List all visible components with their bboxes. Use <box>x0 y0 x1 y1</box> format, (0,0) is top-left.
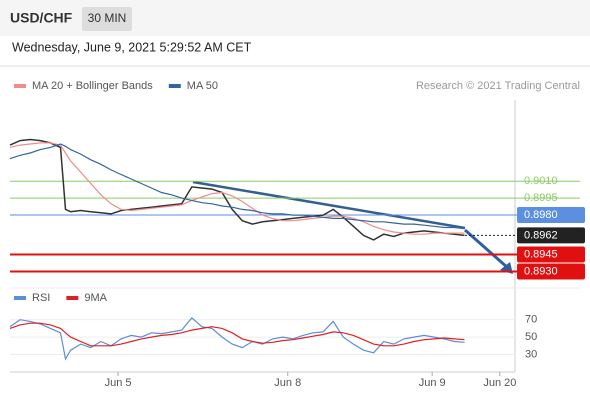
x-tick-label: Jun 20 <box>483 377 516 389</box>
legend-swatch <box>66 296 79 300</box>
interval[interactable]: 30 MIN <box>88 11 127 25</box>
level-box <box>517 227 585 244</box>
x-tick-label: Jun 8 <box>274 377 301 389</box>
legend-label: RSI <box>32 292 50 304</box>
series-line <box>9 138 465 241</box>
level-label: 0.8962 <box>524 229 558 241</box>
legend-swatch <box>14 296 26 300</box>
level-box <box>517 263 585 280</box>
series-line <box>9 142 465 235</box>
series-line <box>9 317 465 361</box>
x-tick-label: Jun 5 <box>105 377 132 389</box>
source: Research © 2021 Trading Central <box>416 80 580 92</box>
legend-label: 9MA <box>84 292 107 304</box>
legend-label: MA 20 + Bollinger Bands <box>32 80 153 92</box>
forecast-arrow <box>464 228 509 270</box>
series-line <box>9 322 465 347</box>
level-box <box>517 207 585 224</box>
level-label: 0.8995 <box>524 192 558 204</box>
interval-button[interactable] <box>82 7 132 31</box>
y-tick-label: 30 <box>525 348 537 360</box>
legend-label: MA 50 <box>187 80 218 92</box>
y-tick-label: 50 <box>525 331 537 343</box>
level-label: 0.9010 <box>524 175 558 187</box>
legend-swatch <box>14 84 26 88</box>
trend-line <box>192 180 466 230</box>
level-label: 0.8945 <box>524 248 558 260</box>
level-label: 0.8980 <box>524 209 558 221</box>
series-line <box>9 143 465 230</box>
timestamp: Wednesday, June 9, 2021 5:29:52 AM CET <box>12 40 252 54</box>
symbol: USD/CHF <box>10 10 73 26</box>
legend-swatch <box>168 84 181 88</box>
y-tick-label: 70 <box>525 314 537 326</box>
level-box <box>517 246 585 263</box>
level-label: 0.8930 <box>524 265 558 277</box>
x-tick-label: Jun 9 <box>419 377 446 389</box>
